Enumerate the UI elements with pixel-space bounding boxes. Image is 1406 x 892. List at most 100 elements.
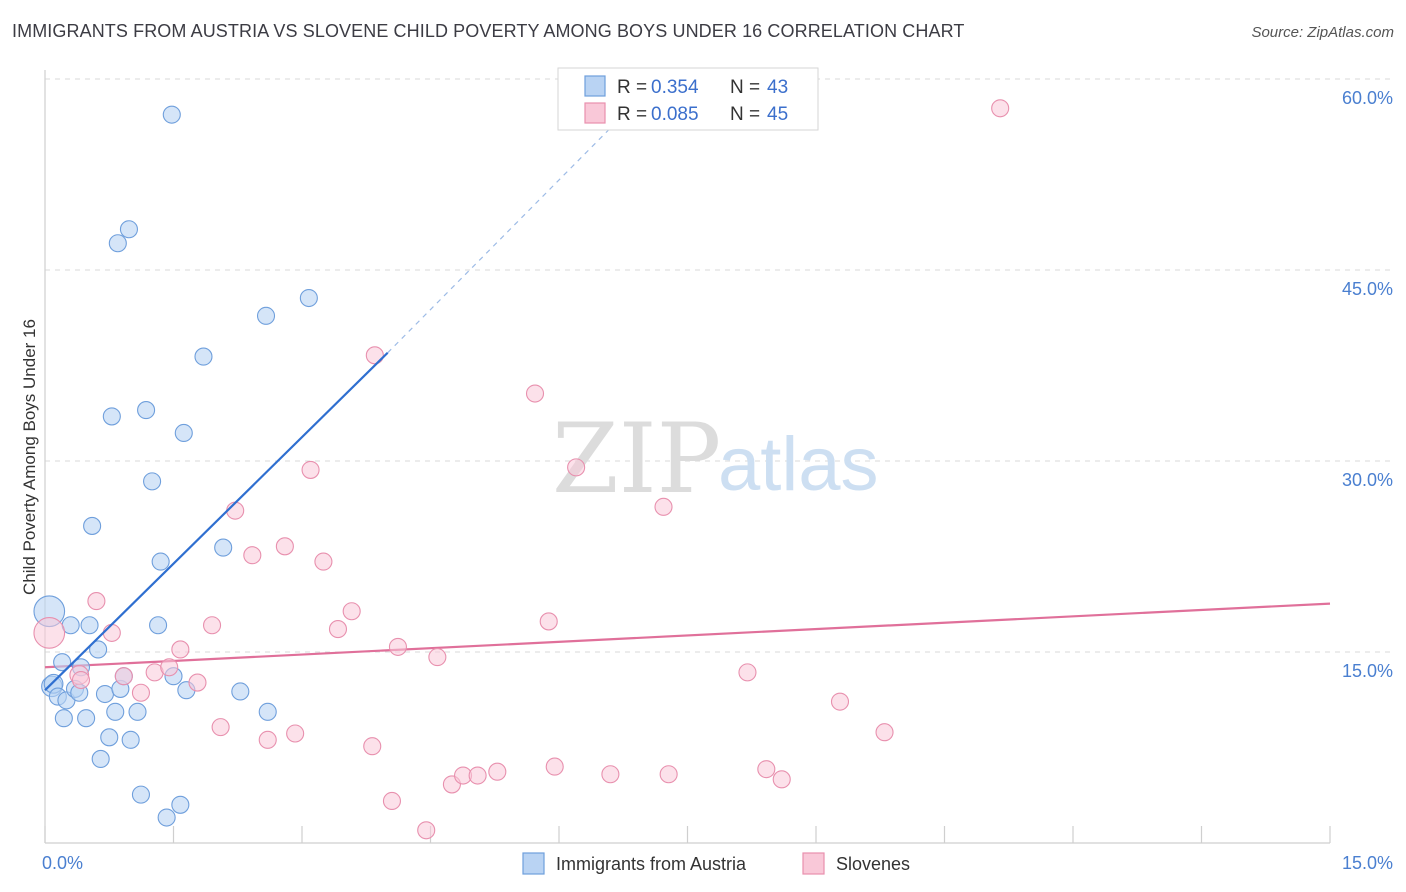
data-point-slovenes xyxy=(830,692,850,711)
data-point-slovenes xyxy=(991,99,1010,118)
trend-lines xyxy=(44,110,1331,669)
watermark-zip: ZIP xyxy=(552,403,721,515)
data-point-slovenes xyxy=(226,501,245,520)
stats-r-value-slovenes: 0.085 xyxy=(651,104,699,125)
gridlines xyxy=(45,78,1395,653)
data-point-austria xyxy=(102,407,121,426)
data-point-austria xyxy=(258,702,277,721)
data-point-austria xyxy=(174,423,193,443)
data-point-slovenes xyxy=(388,637,407,656)
data-point-slovenes xyxy=(342,602,361,621)
data-point-slovenes xyxy=(160,658,179,677)
data-point-slovenes xyxy=(417,821,436,840)
data-point-austria xyxy=(54,709,73,728)
data-point-slovenes xyxy=(286,724,305,743)
data-point-slovenes xyxy=(428,648,447,667)
stats-n-label-austria: N = xyxy=(730,77,760,98)
legend-swatch-austria xyxy=(522,852,545,875)
data-point-austria xyxy=(231,682,250,701)
data-point-austria xyxy=(83,516,102,535)
data-point-slovenes xyxy=(488,762,507,781)
data-point-austria xyxy=(149,616,168,635)
data-point-austria xyxy=(53,653,72,672)
y-tick-label: 60.0% xyxy=(1342,88,1393,108)
y-tick-label: 15.0% xyxy=(1342,661,1393,681)
data-point-slovenes xyxy=(757,760,776,779)
data-point-austria xyxy=(119,220,139,239)
chart-title: IMMIGRANTS FROM AUSTRIA VS SLOVENE CHILD… xyxy=(12,21,965,41)
data-point-slovenes xyxy=(211,718,230,737)
data-point-austria xyxy=(100,728,119,747)
data-point-austria xyxy=(89,640,108,659)
data-point-austria xyxy=(80,616,99,635)
source-attribution: Source: ZipAtlas.com xyxy=(1251,24,1394,41)
stats-r-value-austria: 0.354 xyxy=(651,77,699,98)
data-point-austria xyxy=(162,105,181,124)
trend-line-austria-extension xyxy=(387,110,628,354)
data-point-slovenes xyxy=(171,640,190,659)
trend-line-slovenes xyxy=(44,602,1331,669)
data-point-slovenes xyxy=(738,663,757,682)
data-point-slovenes xyxy=(188,673,207,692)
y-tick-label: 45.0% xyxy=(1342,279,1393,299)
data-point-slovenes xyxy=(314,552,333,571)
data-point-austria xyxy=(108,234,127,253)
stats-n-value-slovenes: 45 xyxy=(767,104,788,125)
data-point-slovenes xyxy=(328,620,348,639)
data-point-austria xyxy=(106,702,125,721)
data-point-slovenes xyxy=(545,757,564,776)
data-point-slovenes xyxy=(382,791,402,811)
legend-label-slovenes: Slovenes xyxy=(836,854,910,874)
data-point-slovenes xyxy=(772,770,791,789)
data-point-slovenes xyxy=(539,612,558,631)
data-point-slovenes xyxy=(659,765,678,784)
data-point-slovenes xyxy=(275,537,294,556)
data-point-slovenes xyxy=(114,667,133,686)
data-point-slovenes xyxy=(525,384,545,403)
data-point-austria xyxy=(299,288,318,308)
series-austria-points xyxy=(33,105,318,827)
y-axis-title: Child Poverty Among Boys Under 16 xyxy=(20,319,39,595)
data-point-slovenes xyxy=(365,346,384,365)
watermark: ZIP atlas xyxy=(552,403,879,515)
data-point-slovenes xyxy=(87,592,106,611)
data-point-austria xyxy=(171,795,190,814)
legend-label-austria: Immigrants from Austria xyxy=(556,854,747,874)
stats-r-label-austria: R = xyxy=(617,77,647,98)
series-slovenes-points xyxy=(33,99,1010,840)
data-point-austria xyxy=(214,538,233,557)
data-point-slovenes xyxy=(654,497,673,516)
data-point-austria xyxy=(143,472,162,491)
data-point-austria xyxy=(137,401,156,420)
data-point-austria xyxy=(121,730,140,749)
legend: Immigrants from Austria Slovenes xyxy=(522,852,910,875)
data-point-slovenes xyxy=(468,766,487,785)
data-point-austria xyxy=(157,808,176,827)
data-point-slovenes xyxy=(203,616,222,635)
data-point-slovenes xyxy=(102,623,121,642)
stats-n-value-austria: 43 xyxy=(767,77,788,98)
stats-n-label-slovenes: N = xyxy=(730,104,760,125)
data-point-austria xyxy=(77,709,96,728)
data-point-austria xyxy=(128,702,147,721)
data-point-austria xyxy=(194,347,213,366)
data-point-slovenes xyxy=(71,670,91,690)
data-point-slovenes xyxy=(875,723,894,742)
stats-r-label-slovenes: R = xyxy=(617,104,647,125)
data-point-slovenes xyxy=(601,765,620,784)
data-point-slovenes xyxy=(258,730,277,749)
data-point-austria xyxy=(95,684,115,704)
stats-swatch-slovenes xyxy=(584,102,606,124)
data-point-austria xyxy=(151,552,170,571)
data-point-slovenes xyxy=(301,460,320,479)
stats-box: R = 0.354 N = 43 R = 0.085 N = 45 xyxy=(557,67,819,131)
data-point-slovenes xyxy=(567,458,586,477)
x-tick-label: 0.0% xyxy=(42,853,83,873)
legend-swatch-slovenes xyxy=(802,852,825,875)
x-tick-label: 15.0% xyxy=(1342,853,1393,873)
data-point-slovenes xyxy=(131,683,150,702)
y-tick-label: 30.0% xyxy=(1342,470,1393,490)
tick-labels: 15.0% 30.0% 45.0% 60.0% 0.0% 15.0% xyxy=(42,88,1393,873)
data-point-austria xyxy=(91,749,110,769)
